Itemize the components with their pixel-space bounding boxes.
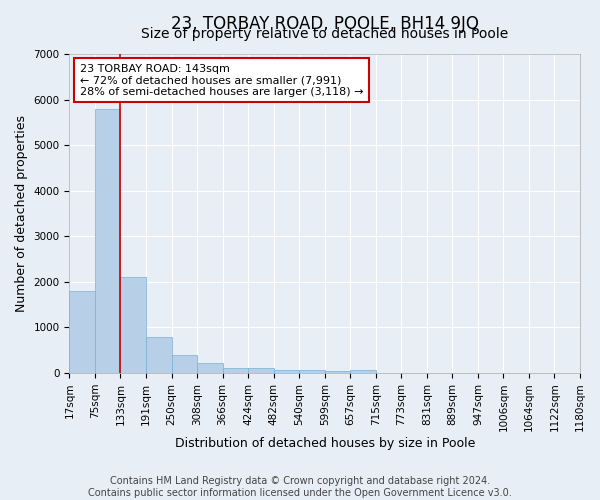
Text: Size of property relative to detached houses in Poole: Size of property relative to detached ho… (141, 27, 508, 41)
Bar (325, 370, 350, 373)
Text: Contains HM Land Registry data © Crown copyright and database right 2024.
Contai: Contains HM Land Registry data © Crown c… (88, 476, 512, 498)
Bar (350, 370, 376, 373)
Bar (223, 368, 248, 373)
Bar (248, 368, 274, 373)
Bar (197, 363, 223, 373)
Bar (70, 291, 95, 373)
Y-axis label: Number of detached properties: Number of detached properties (15, 115, 28, 312)
Bar (299, 370, 325, 373)
Title: 23, TORBAY ROAD, POOLE, BH14 9JQ: 23, TORBAY ROAD, POOLE, BH14 9JQ (171, 15, 479, 33)
Bar (146, 336, 172, 373)
Bar (274, 370, 299, 373)
Text: 23 TORBAY ROAD: 143sqm
← 72% of detached houses are smaller (7,991)
28% of semi-: 23 TORBAY ROAD: 143sqm ← 72% of detached… (80, 64, 363, 97)
X-axis label: Distribution of detached houses by size in Poole: Distribution of detached houses by size … (175, 437, 475, 450)
Bar (95, 108, 121, 373)
Bar (121, 278, 146, 373)
Bar (172, 354, 197, 373)
